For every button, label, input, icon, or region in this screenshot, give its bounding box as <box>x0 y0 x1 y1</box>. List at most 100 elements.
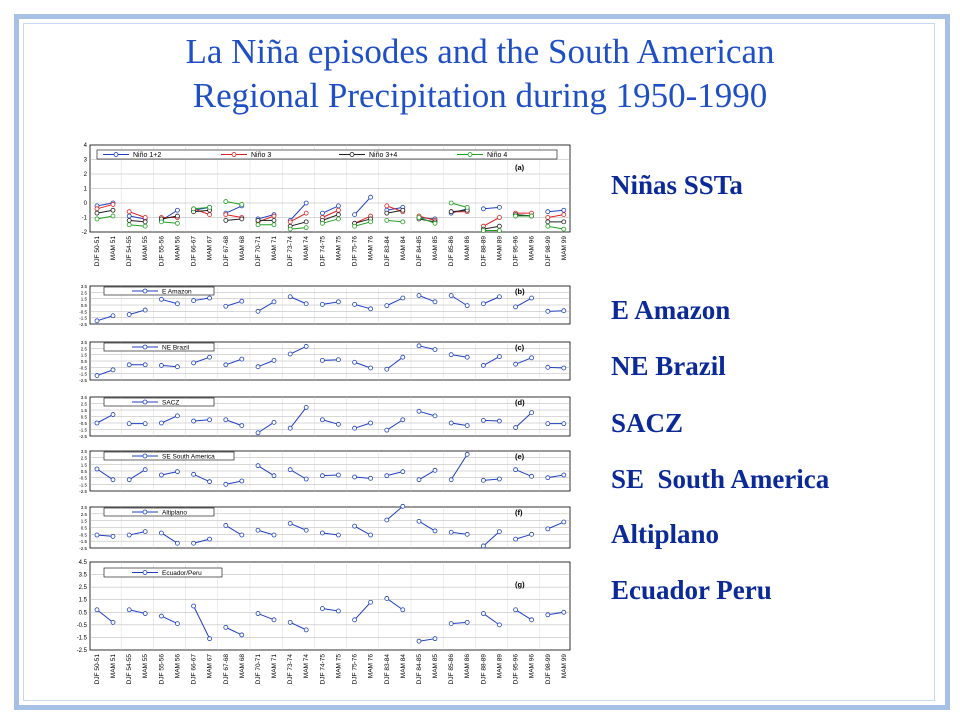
series-segment <box>193 605 211 639</box>
series-segment <box>483 419 500 422</box>
y-tick-label: -2.5 <box>79 378 87 383</box>
data-point <box>545 209 551 215</box>
data-point <box>126 421 132 427</box>
y-tick-label: -0.5 <box>79 365 87 370</box>
data-point <box>545 612 551 618</box>
x-tick-label: DJF 50-51 <box>94 654 101 685</box>
series-segment <box>547 209 564 213</box>
data-point <box>561 365 567 371</box>
data-point <box>174 540 180 546</box>
data-point <box>126 213 132 219</box>
data-point <box>319 530 325 536</box>
data-point <box>480 206 486 212</box>
series-segment <box>547 521 564 530</box>
series-segment <box>450 454 468 480</box>
chart-panel-6: 3.5 2.5 1.5 0.5-0.5 -1.5 -2.5 Altiplano (f) <box>79 503 571 551</box>
data-point <box>207 204 213 210</box>
data-point <box>561 226 567 232</box>
data-point <box>464 451 470 457</box>
data-point <box>303 210 309 216</box>
data-point <box>158 219 164 225</box>
data-point <box>545 421 551 427</box>
data-point <box>303 225 309 231</box>
x-tick-label: MAM 96 <box>529 654 536 679</box>
data-point <box>223 362 229 368</box>
y-tick-label: -2.5 <box>79 546 87 551</box>
y-tick-label: -1.5 <box>77 635 88 641</box>
legend-box <box>103 451 235 461</box>
legend-box <box>103 507 215 517</box>
series-segment <box>322 474 339 477</box>
series-segment <box>547 214 564 218</box>
data-point <box>142 611 148 616</box>
y-tick-label: 0.5 <box>81 526 88 531</box>
panel-tag: (d) <box>515 398 525 407</box>
data-point <box>335 212 341 218</box>
series-segment <box>225 300 242 307</box>
x-tick-label: DJF 70-71 <box>255 654 262 685</box>
x-tick-label: MAM 99 <box>561 654 568 679</box>
data-point <box>271 532 277 538</box>
y-tick-label: 0.5 <box>81 415 88 420</box>
chart-panel-7: 4.5 3.5 2.5 1.5 0.5 -0.5 -1.5 -2.5 Ecuador/Peru (… <box>77 560 571 685</box>
legend-label: Ecuador/Peru <box>162 570 202 577</box>
data-point <box>271 217 277 223</box>
x-tick-label: DJF 98-99 <box>545 236 552 267</box>
series-segment <box>386 505 404 521</box>
data-point <box>513 361 518 367</box>
x-tick-label: DJF 84-85 <box>416 654 423 685</box>
data-point <box>207 536 213 542</box>
series-segment <box>547 611 564 616</box>
data-point <box>303 344 309 349</box>
data-point <box>319 606 325 611</box>
data-point <box>319 220 325 226</box>
x-tick-label: MAM 68 <box>239 654 246 679</box>
x-tick-label: DJF 95-96 <box>513 236 520 267</box>
series-segment <box>128 469 146 481</box>
series-segment <box>257 529 275 536</box>
data-point <box>335 357 341 363</box>
series-segment <box>483 356 500 366</box>
data-point <box>255 364 261 370</box>
data-point <box>174 301 180 307</box>
data-point <box>496 354 502 359</box>
data-point <box>384 473 390 479</box>
y-tick-label: 0.5 <box>81 359 88 364</box>
data-point <box>335 532 341 538</box>
series-segment <box>483 531 500 547</box>
series-segment <box>386 356 404 370</box>
data-point <box>400 207 406 213</box>
y-tick-label: 4.5 <box>79 560 88 566</box>
x-tick-label: DJF 83-84 <box>384 654 391 685</box>
series-segment <box>322 214 339 221</box>
data-point <box>319 417 325 423</box>
data-point <box>255 222 261 228</box>
x-tick-label: MAM 75 <box>335 236 342 261</box>
data-point <box>352 474 358 480</box>
series-segment <box>161 415 178 424</box>
data-point <box>94 607 100 613</box>
series-segment <box>483 206 500 210</box>
y-tick-label: 3.5 <box>79 573 88 579</box>
y-tick-label: -0.5 <box>79 309 87 314</box>
series-segment <box>418 295 436 303</box>
series-segment <box>225 626 243 636</box>
chart-panel-2: 3.52.5 1.50.5-0.5 -1.5-2.5 E Amazon (b) <box>79 284 571 327</box>
data-point <box>207 295 213 301</box>
data-point <box>174 213 180 219</box>
y-tick-label: 3.5 <box>81 395 88 400</box>
data-point <box>416 215 422 220</box>
data-point <box>529 295 534 301</box>
data-point <box>126 312 132 317</box>
data-point <box>110 213 116 219</box>
series-segment <box>129 215 146 220</box>
data-point <box>223 523 229 528</box>
data-point <box>174 469 180 475</box>
x-tick-label: MAM 85 <box>432 236 439 261</box>
data-point <box>94 373 100 378</box>
x-tick-label: DJF 70-71 <box>255 236 262 267</box>
data-point <box>271 213 277 219</box>
data-point <box>545 475 551 481</box>
legend-label: Niño 4 <box>487 152 507 159</box>
data-point <box>464 531 470 537</box>
